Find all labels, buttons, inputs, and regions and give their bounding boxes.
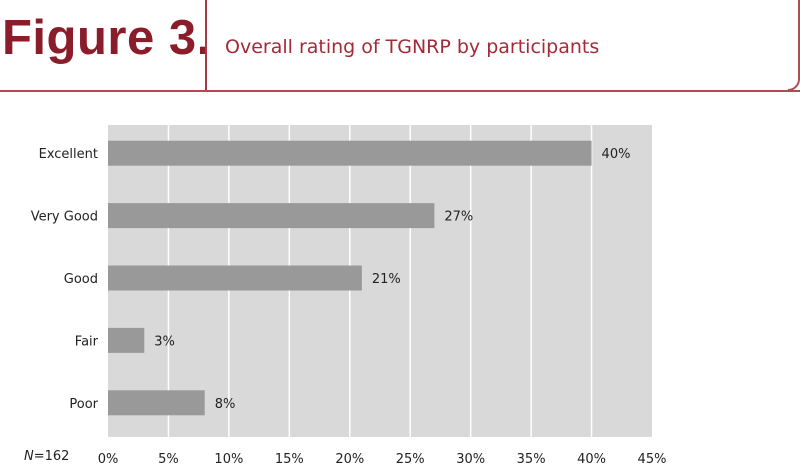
- x-tick-label: 15%: [275, 452, 304, 465]
- data-label: 21%: [372, 272, 401, 287]
- bars: [108, 140, 592, 416]
- category-label: Very Good: [31, 210, 98, 225]
- n-symbol: N: [24, 449, 34, 464]
- chart-title: Overall rating of TGNRP by participants: [225, 36, 600, 58]
- data-label: 40%: [602, 147, 631, 162]
- sample-size-value: =162: [33, 449, 70, 464]
- value-labels: 40% 27% 21% 3% 8%: [154, 147, 630, 412]
- x-tick-label: 40%: [577, 452, 606, 465]
- x-axis-tick-labels: 0% 5% 10% 15% 20% 25% 30% 35% 40% 45%: [98, 452, 667, 465]
- data-label: 27%: [444, 210, 473, 225]
- x-tick-label: 35%: [517, 452, 546, 465]
- x-tick-label: 25%: [396, 452, 425, 465]
- category-labels: Excellent Very Good Good Fair Poor: [31, 147, 99, 412]
- header-rule: [0, 90, 800, 92]
- data-label: 8%: [215, 397, 236, 412]
- bar-poor: [108, 390, 205, 416]
- category-label: Poor: [69, 397, 98, 412]
- bar-very-good: [108, 203, 435, 229]
- x-tick-label: 10%: [214, 452, 243, 465]
- x-tick-label: 20%: [335, 452, 364, 465]
- x-tick-label: 30%: [456, 452, 485, 465]
- x-tick-label: 45%: [638, 452, 667, 465]
- category-label: Excellent: [39, 147, 98, 162]
- category-label: Fair: [75, 334, 99, 349]
- sample-size-note: N=162: [24, 449, 69, 464]
- x-tick-label: 0%: [98, 452, 119, 465]
- header-divider: [205, 0, 207, 90]
- x-tick-label: 5%: [158, 452, 179, 465]
- bar-excellent: [108, 140, 592, 166]
- bar-good: [108, 265, 362, 291]
- category-label: Good: [64, 272, 98, 287]
- figure-label: Figure 3.: [2, 11, 211, 65]
- bar-fair: [108, 327, 145, 353]
- data-label: 3%: [154, 334, 175, 349]
